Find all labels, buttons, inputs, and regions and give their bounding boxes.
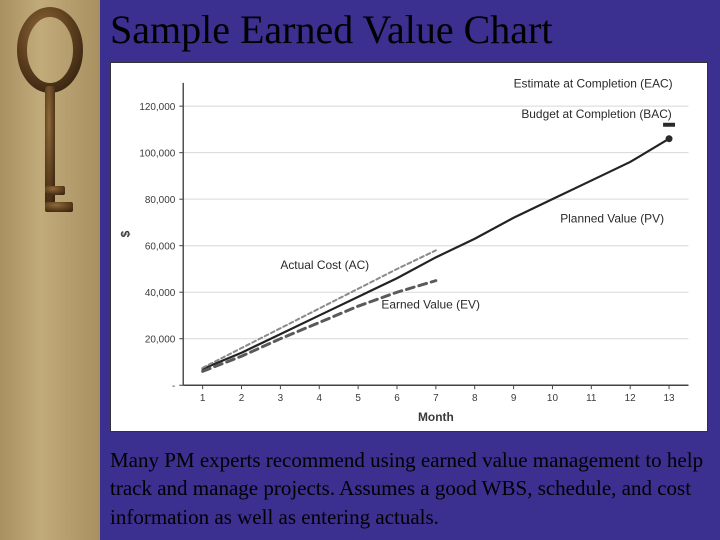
chart-svg: - 20,000 40,000 60,000 80,000 100,000 120,000 1… [111, 63, 707, 431]
svg-text:6: 6 [394, 393, 400, 404]
svg-text:5: 5 [355, 393, 361, 404]
svg-text:60,000: 60,000 [145, 242, 176, 253]
svg-text:Earned Value (EV): Earned Value (EV) [381, 297, 480, 311]
svg-text:100,000: 100,000 [139, 149, 175, 160]
svg-text:Month: Month [418, 410, 454, 424]
svg-text:40,000: 40,000 [145, 288, 176, 299]
svg-text:3: 3 [278, 393, 284, 404]
svg-text:80,000: 80,000 [145, 195, 176, 206]
svg-text:-: - [172, 381, 175, 392]
svg-text:Estimate at Completion (EAC): Estimate at Completion (EAC) [514, 77, 673, 91]
svg-text:7: 7 [433, 393, 439, 404]
svg-text:Actual Cost (AC): Actual Cost (AC) [280, 258, 369, 272]
svg-text:20,000: 20,000 [145, 335, 176, 346]
svg-text:12: 12 [625, 393, 637, 404]
svg-text:9: 9 [511, 393, 517, 404]
svg-text:11: 11 [586, 393, 597, 404]
svg-text:13: 13 [664, 393, 676, 404]
svg-text:120,000: 120,000 [139, 102, 175, 113]
svg-text:2: 2 [239, 393, 245, 404]
page-title: Sample Earned Value Chart [110, 6, 552, 53]
svg-text:10: 10 [547, 393, 559, 404]
svg-text:$: $ [119, 230, 133, 237]
svg-text:1: 1 [200, 393, 206, 404]
svg-text:8: 8 [472, 393, 478, 404]
key-icon [12, 6, 88, 236]
body-paragraph: Many PM experts recommend using earned v… [110, 446, 710, 531]
svg-text:4: 4 [316, 393, 322, 404]
earned-value-chart: - 20,000 40,000 60,000 80,000 100,000 120,000 1… [110, 62, 708, 432]
decorative-left-strip [0, 0, 100, 540]
svg-text:Planned Value (PV): Planned Value (PV) [560, 211, 664, 225]
svg-text:Budget at Completion (BAC): Budget at Completion (BAC) [521, 107, 671, 121]
